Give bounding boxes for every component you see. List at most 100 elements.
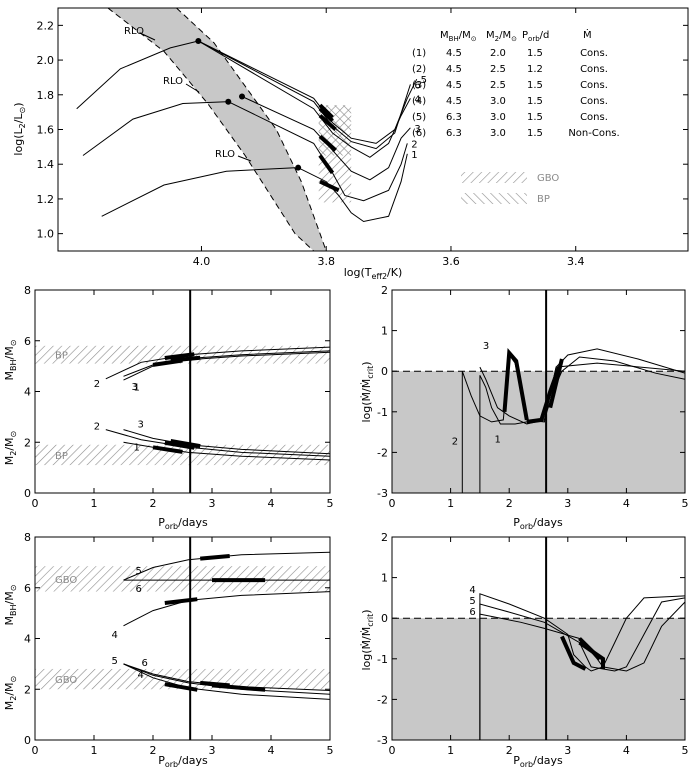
y-tick-label: 8 [24,284,31,297]
table-cell-mdot: Cons. [580,112,608,123]
y-tick-label: -1 [377,406,388,419]
table-cell-porb: 1.2 [527,64,543,75]
hatch-band-label: BP [55,351,68,362]
x-tick-label: 4 [623,744,630,757]
x-tick-label: 0 [389,744,396,757]
table-header-mbh: MBH/M⊙ [440,30,477,43]
series-line-3 [479,348,685,425]
table-cell-porb: 1.5 [527,128,543,139]
x-tick-label: 0 [32,497,39,510]
x-tick-label: 5 [682,497,689,510]
x-tick-label: 0 [389,497,396,510]
series-label-4: 4 [138,670,144,681]
series-bold-6 [318,107,334,123]
mb-series [123,551,330,700]
series-line-5 [198,40,418,144]
mda-shade [392,370,685,493]
y-tick-label: 2 [381,284,388,297]
y-tick-label: -1 [377,653,388,666]
table-cell-mbh: 6.3 [446,128,462,139]
series-label-1: 1 [134,442,140,453]
rlo-point [295,164,302,171]
y-tick-label: 2 [24,683,31,696]
x-tick-label: 1 [91,497,98,510]
series-bold-3 [170,355,201,363]
hatch-band [35,668,330,690]
bp-legend-swatch [461,193,527,204]
series-label-1: 1 [134,382,140,393]
y-tick-label: 8 [24,531,31,544]
series-bold-2 [318,154,335,175]
y-tick-label: 6 [24,335,31,348]
y-tick-label: -2 [377,446,388,459]
msms-track [101,167,296,217]
table-cell-id: (1) [412,48,426,59]
y-tick-label: -2 [377,693,388,706]
y-tick-label: 2 [381,531,388,544]
series-label-2: 2 [94,379,100,390]
evolution-tracks [198,40,418,223]
table-cell-mdot: Cons. [580,96,608,107]
mdb-ylabel: log(Ṁ/Ṁcrit) [360,609,375,670]
table-header-m2: M2/M⊙ [486,30,517,43]
table-rows: (1) 4.5 2.0 1.5 Cons. (2) 4.5 2.5 1.2 Cons. (3) 4.5… [412,48,620,139]
track-label-1: 1 [411,150,417,161]
hr-diagram-panel: 12 3 456 4.0 3.8 3.6 3.4 1.0 1.2 1.4 1.6 1.8 2.0 2.2… [12,7,689,281]
x-tick-label: 4 [268,497,275,510]
series-bold-3 [170,439,201,449]
mda-series-labels: 1 2 3 [452,341,501,447]
rlo-points: 12 3 456 [195,37,427,171]
rlo-label-2: RLO [163,76,183,87]
track-label-4: 4 [414,94,420,105]
rlo-point [225,98,232,105]
mda-frame [391,289,686,494]
mb-ylabel-bottom: M2/M⊙ [3,676,18,711]
table-cell-porb: 1.5 [527,112,543,123]
table-cell-mdot: Cons. [580,80,608,91]
y-tick-label: 0 [24,734,31,747]
ma-ylabel-bottom: M2/M⊙ [3,431,18,466]
hr-axis-ticks: 4.0 3.8 3.6 3.4 1.0 1.2 1.4 1.6 1.8 2.0 2.2 [37,8,688,268]
y-tick-label: 1.8 [37,89,55,102]
y-tick-label: 0 [381,612,388,625]
gbo-legend-label: GBO [537,173,559,184]
table-cell-m2: 3.0 [490,112,506,123]
x-tick-label: 1 [447,744,454,757]
series-bold-1 [152,445,183,454]
hatch-band-label: GBO [55,675,77,686]
band-edge-left [107,8,315,251]
series-line-4 [123,591,330,627]
series-label-6: 6 [469,607,475,618]
mda-xlabel: Porb/days [513,516,563,531]
track-label-2: 2 [411,139,417,150]
y-tick-label: 0 [381,365,388,378]
series-bold-6 [578,637,602,661]
series-label-4: 4 [112,630,118,641]
series-line-6 [198,40,411,150]
table-cell-id: (5) [412,112,426,123]
series-bold-1 [319,179,340,193]
x-tick-label: 3 [564,744,571,757]
table-cell-mdot: Cons. [580,48,608,59]
hr-frame [57,7,689,252]
table-cell-porb: 1.5 [527,48,543,59]
x-tick-label: 4 [268,744,275,757]
x-tick-label: 2 [150,744,157,757]
y-tick-label: -3 [377,734,388,747]
x-tick-label: 3.8 [317,255,335,268]
series-label-5: 5 [136,566,142,577]
series-line-5 [479,597,685,740]
y-tick-label: 4 [24,386,31,399]
y-tick-label: 1 [381,572,388,585]
x-tick-label: 3 [564,497,571,510]
series-label-5: 5 [469,596,475,607]
track-label-5: 5 [421,75,427,86]
sub-critical-region [392,371,685,493]
bp-legend-label: BP [537,194,550,205]
table-cell-id: (2) [412,64,426,75]
series-line-5 [123,663,330,691]
msms-track [76,40,199,110]
series-line-6 [123,663,330,695]
